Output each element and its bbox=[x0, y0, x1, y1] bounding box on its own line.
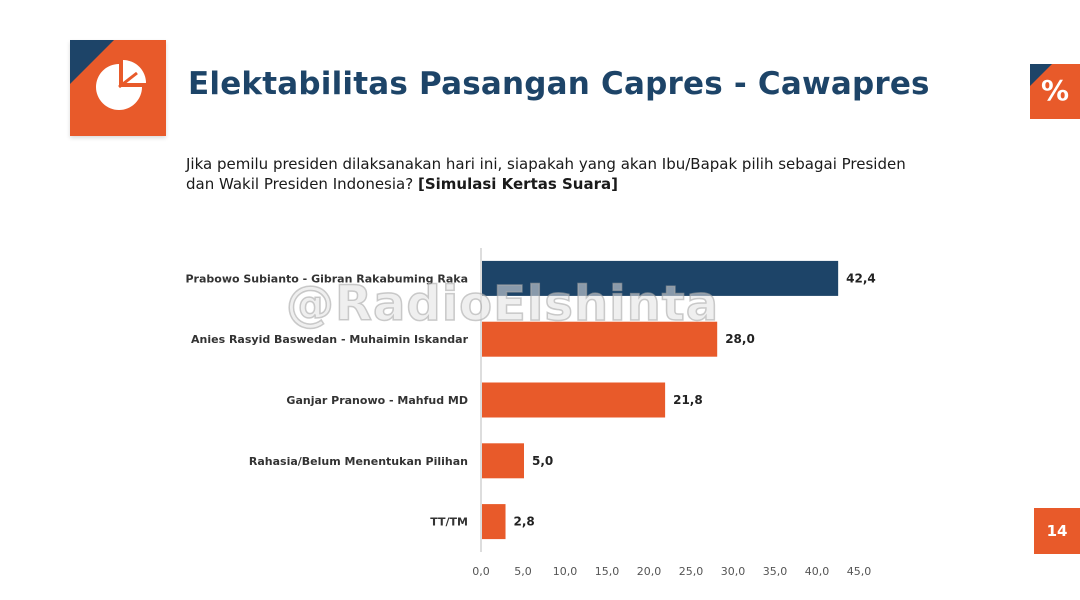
x-tick-label-10: 45,0 bbox=[847, 565, 872, 578]
bars-layer: Prabowo Subianto - Gibran Rakabuming Rak… bbox=[186, 248, 876, 578]
x-tick-label-8: 35,0 bbox=[763, 565, 788, 578]
question-line-1: Jika pemilu presiden dilaksanakan hari i… bbox=[186, 155, 906, 173]
category-label-1: Prabowo Subianto - Gibran Rakabuming Rak… bbox=[186, 272, 469, 285]
category-label-5: TT/TM bbox=[430, 516, 468, 529]
question-line-2: dan Wakil Presiden Indonesia? [Simulasi … bbox=[186, 174, 966, 194]
percent-icon: % bbox=[1040, 74, 1070, 107]
bar-5 bbox=[482, 504, 506, 540]
value-label-4: 5,0 bbox=[532, 454, 553, 468]
x-tick-label-1: 0,0 bbox=[472, 565, 490, 578]
x-tick-label-7: 30,0 bbox=[721, 565, 746, 578]
percent-badge-corner bbox=[1030, 64, 1052, 86]
x-tick-label-9: 40,0 bbox=[805, 565, 830, 578]
survey-question: Jika pemilu presiden dilaksanakan hari i… bbox=[186, 154, 966, 194]
pie-chart-icon bbox=[96, 60, 146, 110]
bar-3 bbox=[482, 382, 666, 418]
x-tick-label-2: 5,0 bbox=[514, 565, 532, 578]
value-label-3: 21,8 bbox=[673, 393, 703, 407]
x-tick-label-6: 25,0 bbox=[679, 565, 704, 578]
question-bold-note: [Simulasi Kertas Suara] bbox=[417, 175, 618, 193]
question-line-2-text: dan Wakil Presiden Indonesia? bbox=[186, 175, 418, 193]
value-label-5: 2,8 bbox=[514, 515, 535, 529]
category-label-4: Rahasia/Belum Menentukan Pilihan bbox=[249, 455, 468, 468]
x-tick-label-3: 10,0 bbox=[553, 565, 578, 578]
bar-2 bbox=[482, 321, 718, 357]
x-tick-label-5: 20,0 bbox=[637, 565, 662, 578]
category-label-2: Anies Rasyid Baswedan - Muhaimin Iskanda… bbox=[191, 333, 469, 346]
logo-badge bbox=[70, 40, 166, 136]
page-number: 14 bbox=[1034, 508, 1080, 554]
category-label-3: Ganjar Pranowo - Mahfud MD bbox=[286, 394, 468, 407]
value-label-2: 28,0 bbox=[725, 332, 755, 346]
bar-1 bbox=[482, 260, 839, 296]
percent-badge: % bbox=[1030, 64, 1080, 119]
value-label-1: 42,4 bbox=[846, 271, 876, 285]
bar-4 bbox=[482, 443, 524, 479]
x-tick-label-4: 15,0 bbox=[595, 565, 620, 578]
page-title: Elektabilitas Pasangan Capres - Cawapres bbox=[188, 66, 930, 102]
